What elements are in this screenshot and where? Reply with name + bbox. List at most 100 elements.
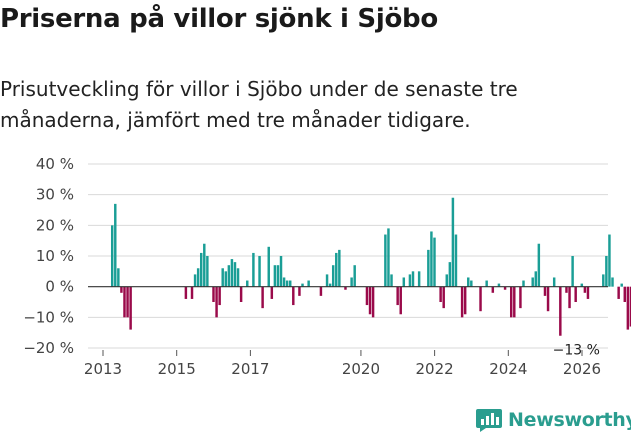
newsworthy-logo: Newsworthy: [476, 408, 631, 432]
bar: [491, 286, 495, 293]
bar: [120, 286, 123, 293]
bar: [285, 280, 289, 287]
bar: [267, 246, 270, 287]
bar: [227, 265, 231, 287]
bar: [448, 262, 452, 287]
bar: [467, 277, 470, 287]
bar: [445, 274, 448, 287]
bar: [411, 271, 415, 287]
bar: [608, 234, 611, 287]
bar: [270, 286, 274, 299]
bar: [110, 225, 114, 287]
y-tick-label: 10 %: [36, 247, 74, 265]
bar: [365, 286, 369, 306]
bar: [580, 283, 584, 287]
x-tick-label: 2015: [158, 360, 196, 378]
bar: [522, 280, 525, 287]
bar: [129, 286, 132, 330]
x-tick-label: 2020: [342, 360, 380, 378]
y-tick-label: 30 %: [36, 186, 74, 204]
bar: [387, 228, 390, 287]
bar: [519, 286, 522, 309]
bar: [335, 252, 338, 287]
bar: [328, 283, 332, 287]
bar: [485, 280, 488, 287]
bar: [199, 252, 203, 287]
bar: [531, 277, 534, 287]
bar: [605, 256, 608, 287]
bar: [319, 286, 323, 296]
bar: [338, 249, 341, 287]
bar: [559, 286, 562, 336]
bar: [620, 283, 623, 287]
bar: [261, 286, 264, 309]
y-tick-label: −10 %: [23, 308, 74, 326]
bar: [246, 280, 249, 287]
bar: [184, 286, 188, 299]
bar: [602, 274, 605, 287]
bar: [350, 277, 353, 287]
bar: [626, 286, 630, 330]
bar: [574, 286, 577, 302]
bar: [460, 286, 464, 318]
bar: [384, 234, 387, 287]
bar: [463, 286, 467, 315]
x-tick-label: 2017: [231, 360, 269, 378]
bar: [509, 286, 513, 318]
bar: [396, 286, 399, 306]
bar: [479, 286, 482, 312]
bar: [196, 268, 200, 287]
bar: [252, 252, 255, 287]
y-tick-label: −20 %: [23, 339, 74, 357]
bar: [282, 277, 286, 287]
bar: [611, 277, 614, 287]
bar: [123, 286, 126, 318]
bar: [402, 277, 406, 287]
bar: [203, 243, 206, 287]
bar: [353, 265, 356, 287]
bar: [408, 274, 412, 287]
bar: [565, 286, 568, 293]
bar: [239, 286, 243, 302]
bar: [190, 286, 194, 299]
chart-subtitle: Prisutveckling för villor i Sjöbo under …: [0, 77, 518, 132]
bar: [206, 256, 209, 287]
bar: [439, 286, 442, 302]
bar: [543, 286, 547, 296]
bar: [537, 243, 541, 287]
bar: [273, 265, 277, 287]
bar: [230, 259, 234, 287]
bar: [390, 274, 393, 287]
bar: [301, 283, 304, 287]
bar: [114, 203, 117, 287]
bar: [212, 286, 215, 302]
bar: [292, 286, 295, 306]
bar: [629, 286, 631, 327]
newsworthy-logo-icon: [476, 409, 502, 432]
bar: [534, 271, 538, 287]
bar: [126, 286, 129, 318]
bar: [497, 283, 501, 287]
bar: [454, 234, 458, 287]
bar: [546, 286, 550, 312]
bar: [442, 286, 445, 309]
bar: [307, 280, 310, 287]
bar: [215, 286, 218, 318]
x-tick-label: 2026: [563, 360, 601, 378]
bar: [451, 197, 455, 287]
bar: [233, 262, 237, 287]
x-tick-label: 2013: [84, 360, 122, 378]
bar: [221, 268, 224, 287]
bar: [427, 249, 430, 287]
x-tick-label: 2022: [416, 360, 454, 378]
bar: [571, 256, 574, 287]
bar: [325, 274, 329, 287]
bar: [503, 286, 507, 290]
bar: [623, 286, 627, 302]
bar: [117, 268, 120, 287]
bar: [224, 271, 228, 287]
bar: [433, 237, 436, 287]
x-tick-label: 2024: [489, 360, 527, 378]
bar: [258, 256, 261, 287]
bar: [218, 286, 221, 306]
